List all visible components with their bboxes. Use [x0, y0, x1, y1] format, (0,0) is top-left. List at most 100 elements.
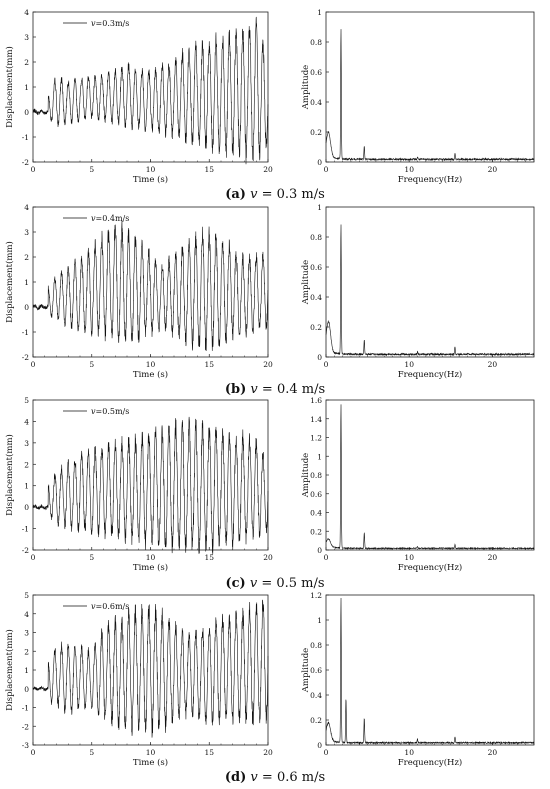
y-tick-label: -1	[22, 525, 29, 534]
x-tick-label: 10	[146, 360, 156, 369]
chart-panel-c-time: -2 -1 0 1 2 3 4 5 0 5 10 15 20 Time (s) Displacement(m…	[4, 396, 273, 573]
x-tick-label: 20	[488, 165, 498, 174]
y-axis-label: Amplitude	[301, 260, 311, 305]
y-tick-label: 1	[24, 83, 29, 92]
y-tick-label: 0	[317, 741, 322, 750]
y-axis-label: Displacement(mm)	[4, 629, 15, 711]
y-axis-label: Amplitude	[301, 453, 311, 498]
y-axis-label: Displacement(mm)	[4, 46, 15, 128]
y-tick-label: 0.2	[310, 128, 322, 137]
x-tick-label: 15	[204, 360, 214, 369]
y-tick-label: 0.6	[310, 68, 322, 77]
y-tick-label: 0.4	[310, 293, 322, 302]
x-tick-label: 0	[324, 553, 329, 562]
y-tick-label: 0.2	[310, 716, 322, 725]
y-tick-label: 0.8	[310, 641, 322, 650]
y-tick-label: 3	[24, 629, 29, 638]
x-tick-label: 15	[204, 553, 214, 562]
y-tick-label: 0.8	[310, 38, 322, 47]
plot-frame	[325, 206, 535, 358]
y-tick-label: 0.8	[310, 471, 322, 480]
x-axis-label: Time (s)	[133, 757, 168, 768]
spectrum-line	[325, 597, 535, 745]
series-line	[32, 416, 269, 555]
x-tick-label: 10	[146, 748, 156, 757]
y-tick-label: 2	[24, 253, 29, 262]
plot-frame	[325, 399, 535, 551]
y-tick-label: 2	[24, 58, 29, 67]
series-line	[32, 220, 269, 351]
y-tick-label: 5	[24, 396, 29, 405]
y-tick-label: 0.2	[310, 527, 322, 536]
y-tick-label: 0.4	[310, 691, 322, 700]
y-tick-label: 4	[24, 8, 29, 17]
legend-label: v=0.6m/s	[91, 602, 129, 611]
caption-b: (b) v = 0.4 m/s	[224, 382, 326, 397]
y-tick-label: 2	[24, 647, 29, 656]
chart-panel-b-time: -2 -1 0 1 2 3 4 0 5 10 15 20 Time (s) Displacement(mm…	[4, 203, 273, 380]
y-tick-label: 3	[24, 228, 29, 237]
x-tick-label: 5	[89, 748, 94, 757]
y-axis-label: Displacement(mm)	[4, 434, 15, 516]
y-tick-label: 1.2	[310, 434, 322, 443]
chart-panel-d-time: -3 -2 -1 0 1 2 3 4 5 0 5 10 15 20 Time (s) Displacement…	[4, 591, 273, 768]
y-tick-label: 4	[24, 610, 29, 619]
y-tick-label: 0	[24, 685, 29, 694]
x-tick-label: 20	[263, 165, 273, 174]
y-tick-label: 0	[317, 546, 322, 555]
chart-panel-d-frequency: 0 0.2 0.4 0.6 0.8 1 1.2 0 10 20 Frequency(Hz) Ampli…	[301, 591, 535, 768]
x-tick-label: 0	[31, 165, 36, 174]
x-tick-label: 20	[488, 553, 498, 562]
y-tick-label: 1	[317, 8, 322, 17]
caption-d: (d) v = 0.6 m/s	[224, 770, 326, 785]
x-tick-label: 10	[146, 553, 156, 562]
x-tick-label: 10	[404, 748, 414, 757]
x-tick-label: 15	[204, 165, 214, 174]
x-tick-label: 20	[263, 360, 273, 369]
x-tick-label: 0	[324, 360, 329, 369]
x-tick-label: 0	[31, 553, 36, 562]
y-tick-label: 1	[317, 203, 322, 212]
x-axis-label: Time (s)	[133, 562, 168, 573]
y-tick-label: 0.4	[310, 509, 322, 518]
plot-frame	[32, 11, 269, 163]
legend-label: v=0.3m/s	[91, 19, 129, 28]
x-axis-label: Frequency(Hz)	[398, 757, 463, 768]
plot-frame	[325, 594, 535, 746]
x-tick-label: 10	[404, 165, 414, 174]
x-axis-label: Frequency(Hz)	[398, 369, 463, 380]
x-tick-label: 20	[488, 748, 498, 757]
x-axis-label: Frequency(Hz)	[398, 562, 463, 573]
y-tick-label: 4	[24, 203, 29, 212]
plot-frame	[325, 11, 535, 163]
x-tick-label: 5	[89, 553, 94, 562]
y-tick-label: 2	[24, 460, 29, 469]
y-tick-label: 0	[317, 158, 322, 167]
y-tick-label: -2	[22, 722, 30, 731]
y-tick-label: -2	[22, 353, 30, 362]
x-tick-label: 5	[89, 360, 94, 369]
y-axis-label: Amplitude	[301, 65, 311, 110]
x-tick-label: 10	[404, 360, 414, 369]
y-tick-label: -2	[22, 546, 30, 555]
y-tick-label: 0.6	[310, 490, 322, 499]
spectrum-line	[325, 224, 535, 357]
y-axis-label: Displacement(mm)	[4, 241, 15, 323]
y-tick-label: 5	[24, 591, 29, 600]
chart-panel-a-frequency: 00.20.40.60.810 10 20Frequency(Hz)Amplitud…	[301, 8, 535, 185]
y-tick-label: -2	[22, 158, 30, 167]
y-tick-label: 0	[24, 108, 29, 117]
y-tick-label: -1	[22, 328, 29, 337]
x-tick-label: 0	[324, 165, 329, 174]
y-tick-label: 0.6	[310, 666, 322, 675]
x-tick-label: 20	[263, 553, 273, 562]
x-tick-label: 20	[263, 748, 273, 757]
y-tick-label: 4	[24, 417, 29, 426]
y-tick-label: -1	[22, 133, 29, 142]
y-tick-label: 1.4	[310, 415, 322, 424]
x-tick-label: 15	[204, 748, 214, 757]
y-tick-label: 0.8	[310, 233, 322, 242]
caption-c: (c) v = 0.5 m/s	[225, 576, 325, 591]
x-axis-label: Frequency(Hz)	[398, 174, 463, 185]
